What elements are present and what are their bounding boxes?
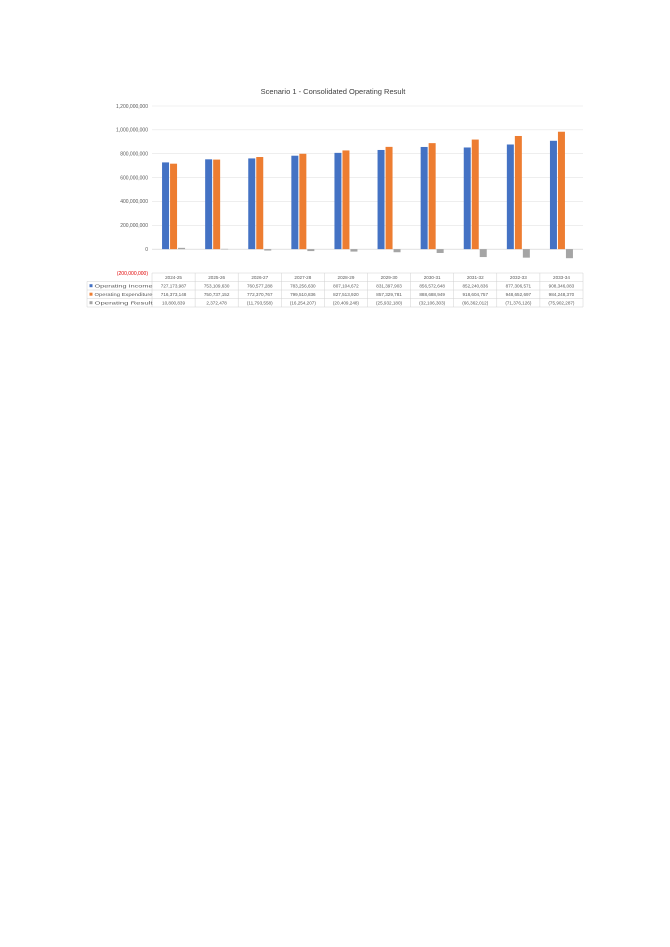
data-label: (20,409,248) — [333, 301, 360, 306]
data-label: (75,902,287) — [548, 301, 575, 306]
series-name: Operating Result — [95, 301, 154, 306]
series-name: Operating Expenditure — [95, 292, 154, 297]
series-name: Operating Income — [95, 284, 154, 289]
bar-operating-result — [436, 249, 444, 253]
data-label: (11,793,558) — [247, 301, 273, 306]
data-label: 948,652,697 — [506, 292, 532, 297]
data-label: 727,173,987 — [161, 284, 187, 289]
bar-operating-result — [221, 248, 229, 250]
bar-operating-result — [479, 249, 487, 258]
data-label: 888,688,949 — [419, 292, 445, 297]
bar-operating-result — [393, 249, 401, 253]
data-label: 799,510,836 — [290, 292, 316, 297]
bar-operating-result — [522, 249, 530, 258]
y-tick-label: 200,000,000 — [120, 223, 148, 229]
chart-title: Scenario 1 - Consolidated Operating Resu… — [261, 87, 407, 96]
y-tick-label: 0 — [145, 247, 148, 253]
bar-operating-expenditure — [557, 131, 565, 250]
data-label: 772,370,767 — [247, 292, 273, 297]
data-label: 984,248,370 — [549, 292, 575, 297]
bar-operating-result — [350, 249, 358, 252]
bar-operating-result — [565, 249, 573, 259]
legend-key-operating-expenditure — [89, 292, 93, 296]
data-table: 2024-25 2025-26 2026-27 2027-28 2028-29 2029-… — [86, 272, 584, 308]
category-label: 2033-34 — [553, 275, 570, 280]
data-label: 783,256,630 — [290, 284, 316, 289]
bar-operating-expenditure — [428, 143, 436, 250]
data-label: 716,373,148 — [161, 292, 187, 297]
y-tick-label: 1,000,000,000 — [116, 128, 148, 134]
data-label: 827,513,920 — [333, 292, 359, 297]
bar-operating-expenditure — [385, 146, 393, 250]
bar-operating-expenditure — [514, 135, 522, 250]
bar-operating-expenditure — [471, 139, 479, 250]
bars — [162, 131, 573, 259]
y-tick-label: 600,000,000 — [120, 175, 148, 181]
y-tick-label: 1,200,000,000 — [116, 104, 148, 110]
data-label: 807,104,672 — [333, 284, 359, 289]
category-label: 2031-32 — [467, 275, 484, 280]
bar-operating-income — [334, 152, 342, 250]
bar-operating-expenditure — [170, 163, 178, 250]
data-label: 908,346,083 — [549, 284, 575, 289]
category-label: 2027-28 — [294, 275, 311, 280]
bar-operating-income — [291, 155, 299, 250]
data-label: 918,604,757 — [462, 292, 488, 297]
bar-operating-income — [463, 147, 471, 250]
bar-operating-expenditure — [342, 150, 350, 250]
y-tick-label: (200,000,000) — [117, 271, 148, 277]
category-label: 2032-33 — [510, 275, 527, 280]
gridlines — [152, 105, 583, 250]
data-label: 857,329,781 — [376, 292, 402, 297]
bar-operating-income — [420, 146, 428, 250]
bar-operating-income — [205, 159, 213, 250]
data-label: 2,372,478 — [206, 301, 227, 306]
bar-operating-result — [307, 249, 315, 252]
category-label: 2025-26 — [208, 275, 225, 280]
category-label: 2026-27 — [251, 275, 268, 280]
category-label: 2030-31 — [424, 275, 441, 280]
bar-operating-income — [549, 140, 557, 250]
data-label: 750,737,152 — [204, 292, 230, 297]
bar-operating-expenditure — [213, 159, 221, 250]
legend-key-operating-income — [89, 284, 93, 288]
bar-operating-expenditure — [256, 157, 264, 250]
data-label: (25,932,180) — [376, 301, 403, 306]
bar-operating-income — [377, 149, 385, 250]
bar-operating-income — [248, 158, 256, 250]
y-tick-label: 400,000,000 — [120, 199, 148, 205]
data-label: 10,800,839 — [162, 301, 185, 306]
data-label: (32,106,303) — [419, 301, 446, 306]
legend-key-operating-result — [89, 301, 93, 305]
bar-operating-result — [178, 247, 186, 250]
y-tick-label: 800,000,000 — [120, 152, 148, 158]
bar-operating-income — [506, 144, 514, 250]
data-label: 753,109,630 — [204, 284, 230, 289]
y-axis-ticks: (200,000,000) 0 200,000,000 400,000,000 600,… — [116, 104, 148, 277]
data-label: 852,240,836 — [462, 284, 488, 289]
data-label: (66,362,012) — [462, 301, 489, 306]
bar-operating-result — [264, 249, 272, 251]
data-label: (71,376,126) — [505, 301, 532, 306]
bar-operating-income — [162, 162, 170, 250]
data-label: 831,397,903 — [376, 284, 402, 289]
category-label: 2029-30 — [381, 275, 398, 280]
bar-operating-expenditure — [299, 153, 307, 250]
data-label: (16,254,207) — [290, 301, 317, 306]
category-label: 2028-29 — [338, 275, 355, 280]
data-label: 856,572,648 — [419, 284, 445, 289]
data-label: 877,306,571 — [506, 284, 532, 289]
category-label: 2024-25 — [165, 275, 182, 280]
data-label: 760,577,288 — [247, 284, 273, 289]
